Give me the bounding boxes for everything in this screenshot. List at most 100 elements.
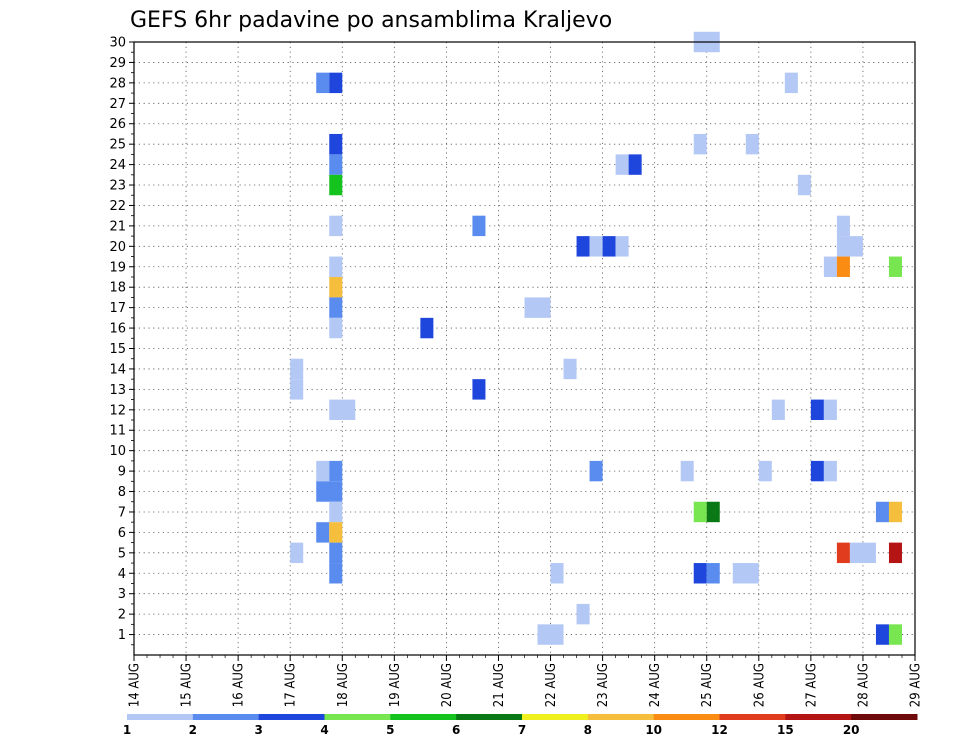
legend-label: 20 <box>843 723 860 737</box>
precip-cell <box>329 174 343 196</box>
precip-cell <box>316 481 343 502</box>
y-tick-label: 7 <box>118 505 126 520</box>
legend-swatch <box>390 714 457 720</box>
y-tick-label: 10 <box>109 444 126 459</box>
precip-cell <box>316 460 330 482</box>
x-tick-label: 14 AUG <box>128 663 143 707</box>
y-tick-label: 22 <box>109 199 126 214</box>
legend-label: 1 <box>123 723 131 737</box>
precip-cell <box>888 501 902 523</box>
precip-cell <box>628 154 642 175</box>
y-tick-label: 8 <box>118 485 126 500</box>
precip-cell <box>290 358 304 380</box>
y-tick-label: 28 <box>109 76 126 91</box>
y-tick-label: 21 <box>109 219 126 234</box>
precip-cell <box>589 460 603 482</box>
legend-label: 15 <box>777 723 794 737</box>
precip-cell <box>758 460 772 482</box>
precip-cell <box>329 542 343 564</box>
precip-cell <box>875 624 889 645</box>
precip-cell <box>576 236 590 257</box>
precip-cell <box>563 358 577 380</box>
y-tick-label: 9 <box>118 465 126 480</box>
y-tick-label: 24 <box>109 158 126 173</box>
y-tick-label: 14 <box>109 362 126 377</box>
precip-cell <box>472 215 486 237</box>
x-tick-label: 26 AUG <box>752 663 767 707</box>
legend-label: 5 <box>386 723 394 737</box>
precip-cell <box>836 236 863 257</box>
precip-cell <box>602 236 616 257</box>
grid <box>134 42 915 655</box>
precip-cell <box>329 276 343 298</box>
legend-swatch <box>653 714 720 720</box>
y-tick-label: 29 <box>109 56 126 71</box>
precip-cell <box>875 501 889 523</box>
x-tick-label: 28 AUG <box>856 663 871 707</box>
y-tick-label: 25 <box>109 138 126 153</box>
chart-title: GEFS 6hr padavine po ansamblima Kraljevo <box>130 8 612 33</box>
legend-swatch <box>324 714 391 720</box>
y-tick-label: 27 <box>109 97 126 112</box>
y-tick-label: 17 <box>109 301 126 316</box>
precip-cell <box>290 542 304 564</box>
x-tick-label: 19 AUG <box>388 663 403 707</box>
legend-swatch <box>522 714 589 720</box>
legend-label: 6 <box>452 723 460 737</box>
y-tick-label: 3 <box>118 587 126 602</box>
x-tick-label: 20 AUG <box>440 663 455 707</box>
plot-frame <box>133 41 916 656</box>
legend-swatch <box>456 714 523 720</box>
y-tick-label: 16 <box>109 322 126 337</box>
precip-cell <box>615 236 629 257</box>
x-tick-label: 18 AUG <box>336 663 351 707</box>
precip-cell <box>836 542 850 564</box>
x-axis: 14 AUG 15 AUG 16 AUG 17 AUG 18 AUG 19 AUG 20 A… <box>128 655 924 707</box>
x-tick-label: 25 AUG <box>700 663 715 707</box>
precip-cell <box>836 256 850 277</box>
precip-cell <box>329 256 343 277</box>
y-tick-label: 19 <box>109 260 126 275</box>
y-tick-label: 18 <box>109 281 126 296</box>
precip-cell <box>329 563 343 584</box>
x-tick-label: 23 AUG <box>596 663 611 707</box>
precip-cell <box>329 317 343 339</box>
precip-cell <box>693 501 707 523</box>
color-legend: 1 2 3 4 5 6 7 8 10 12 15 20 <box>123 714 918 737</box>
precip-cell <box>706 501 720 523</box>
precip-cell <box>329 501 343 523</box>
precip-cell <box>706 563 720 584</box>
precip-cell <box>329 215 343 237</box>
precip-cell <box>537 624 564 645</box>
y-tick-label: 15 <box>109 342 126 357</box>
y-tick-label: 11 <box>109 424 126 439</box>
y-tick-label: 2 <box>118 608 126 623</box>
precip-cell <box>290 379 304 400</box>
y-axis: 1234567891011121314151617181920212223242… <box>109 36 134 646</box>
y-tick-label: 4 <box>118 567 126 582</box>
y-tick-label: 23 <box>109 179 126 194</box>
legend-label: 12 <box>711 723 728 737</box>
precip-cell <box>472 379 486 400</box>
precip-cell <box>316 72 330 94</box>
precip-cell <box>316 522 330 543</box>
x-tick-label: 27 AUG <box>804 663 819 707</box>
legend-swatch <box>851 714 918 720</box>
legend-swatch <box>192 714 260 720</box>
legend-label: 4 <box>320 723 328 737</box>
x-tick-label: 24 AUG <box>648 663 663 707</box>
legend-label: 8 <box>584 723 592 737</box>
x-tick-label: 29 AUG <box>909 663 924 707</box>
precip-cell <box>589 236 603 257</box>
precip-cell <box>732 563 759 584</box>
precip-cell <box>888 542 902 564</box>
precip-cell <box>888 256 902 277</box>
precip-cell <box>849 542 876 564</box>
precip-cell <box>329 522 343 543</box>
data-cells <box>290 31 902 645</box>
precip-cell <box>615 154 629 175</box>
precip-cell <box>329 133 343 155</box>
y-tick-label: 20 <box>109 240 126 255</box>
y-tick-label: 1 <box>118 628 126 643</box>
precip-cell <box>784 72 798 94</box>
